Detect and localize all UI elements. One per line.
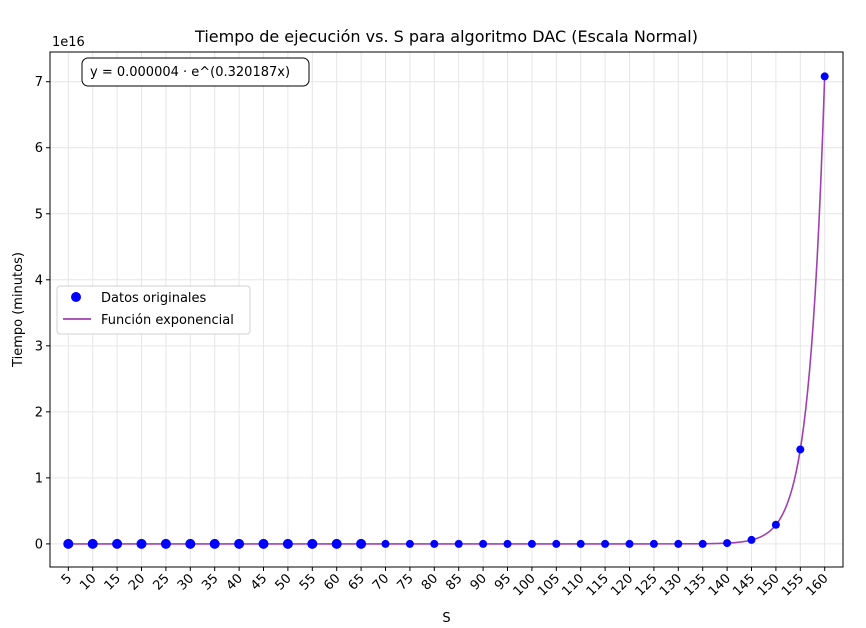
data-point <box>87 538 98 549</box>
data-point <box>381 539 390 548</box>
chart-title: Tiempo de ejecución vs. S para algoritmo… <box>194 27 698 46</box>
x-tick-label: 155 <box>779 571 807 599</box>
data-point <box>430 539 439 548</box>
x-tick-label: 75 <box>394 571 416 593</box>
x-tick-label: 70 <box>370 571 392 593</box>
data-point <box>258 538 269 549</box>
data-point <box>552 539 561 548</box>
data-point <box>527 539 536 548</box>
x-tick-label: 145 <box>730 571 758 599</box>
plot-frame <box>49 51 844 568</box>
x-tick-label: 15 <box>102 571 124 593</box>
x-tick-label: 150 <box>755 571 783 599</box>
x-tick-label: 25 <box>150 571 172 593</box>
x-tick-label: 100 <box>511 571 539 599</box>
data-point <box>234 538 245 549</box>
x-tick-label: 120 <box>608 571 636 599</box>
x-tick-label: 40 <box>224 571 246 593</box>
data-point <box>454 539 463 548</box>
y-tick-label: 4 <box>35 273 43 288</box>
legend-label-datos: Datos originales <box>101 291 207 306</box>
y-axis: 0 1 2 3 4 5 6 7 <box>35 75 50 552</box>
x-tick-label: 30 <box>175 571 197 593</box>
y-tick-label: 0 <box>35 537 43 552</box>
y-offset-label: 1e16 <box>52 35 85 50</box>
x-tick-label: 160 <box>803 571 831 599</box>
y-tick-label: 3 <box>35 339 43 354</box>
legend: Datos originales Función exponencial <box>56 285 251 335</box>
y-tick-label: 1 <box>35 471 43 486</box>
data-point <box>136 538 147 549</box>
legend-box <box>56 285 251 335</box>
x-tick-label: 115 <box>584 571 612 599</box>
data-point <box>601 539 610 548</box>
x-tick-label: 60 <box>321 571 343 593</box>
x-tick-label: 35 <box>199 571 221 593</box>
x-tick-label: 90 <box>468 571 490 593</box>
data-point <box>160 538 171 549</box>
data-point <box>63 538 74 549</box>
x-tick-label: 50 <box>272 571 294 593</box>
x-axis: 5 10 15 20 25 30 35 40 45 50 55 60 65 70 75 80 85 90 95100… <box>59 567 832 599</box>
x-tick-label: 5 <box>59 571 75 587</box>
data-point <box>112 538 123 549</box>
grid <box>50 52 843 567</box>
data-point <box>331 538 342 549</box>
data-point <box>820 72 829 81</box>
y-tick-label: 6 <box>35 141 43 156</box>
x-tick-label: 10 <box>77 571 99 593</box>
x-tick-label: 80 <box>419 571 441 593</box>
x-tick-label: 110 <box>559 571 587 599</box>
data-point <box>747 535 756 544</box>
data-point <box>723 539 732 548</box>
equation-annotation: y = 0.000004 · e^(0.320187x) <box>81 57 310 87</box>
equation-text: y = 0.000004 · e^(0.320187x) <box>90 65 290 80</box>
x-tick-label: 65 <box>346 571 368 593</box>
data-point <box>771 520 780 529</box>
data-point <box>405 539 414 548</box>
x-tick-label: 105 <box>535 571 563 599</box>
data-point <box>282 538 293 549</box>
y-tick-label: 2 <box>35 405 43 420</box>
x-tick-label: 20 <box>126 571 148 593</box>
x-tick-label: 130 <box>657 571 685 599</box>
legend-marker-datos <box>71 292 81 302</box>
data-point <box>698 539 707 548</box>
data-point <box>649 539 658 548</box>
x-axis-label: S <box>442 611 450 626</box>
data-point <box>796 445 805 454</box>
data-point <box>185 538 196 549</box>
x-tick-label: 85 <box>443 571 465 593</box>
data-point <box>625 539 634 548</box>
x-tick-label: 125 <box>633 571 661 599</box>
data-point <box>674 539 683 548</box>
x-tick-label: 135 <box>681 571 709 599</box>
equation-box <box>81 57 310 87</box>
y-axis-label: Tiempo (minutos) <box>11 252 26 368</box>
data-point <box>209 538 220 549</box>
data-point <box>307 538 318 549</box>
legend-label-funcion: Función exponencial <box>101 313 234 328</box>
data-point <box>356 538 367 549</box>
data-point <box>503 539 512 548</box>
x-tick-label: 45 <box>248 571 270 593</box>
data-point <box>479 539 488 548</box>
points-layer <box>63 72 829 549</box>
x-tick-label: 55 <box>297 571 319 593</box>
y-tick-label: 5 <box>35 207 43 222</box>
y-tick-label: 7 <box>35 75 43 90</box>
x-tick-label: 140 <box>706 571 734 599</box>
data-point <box>576 539 585 548</box>
